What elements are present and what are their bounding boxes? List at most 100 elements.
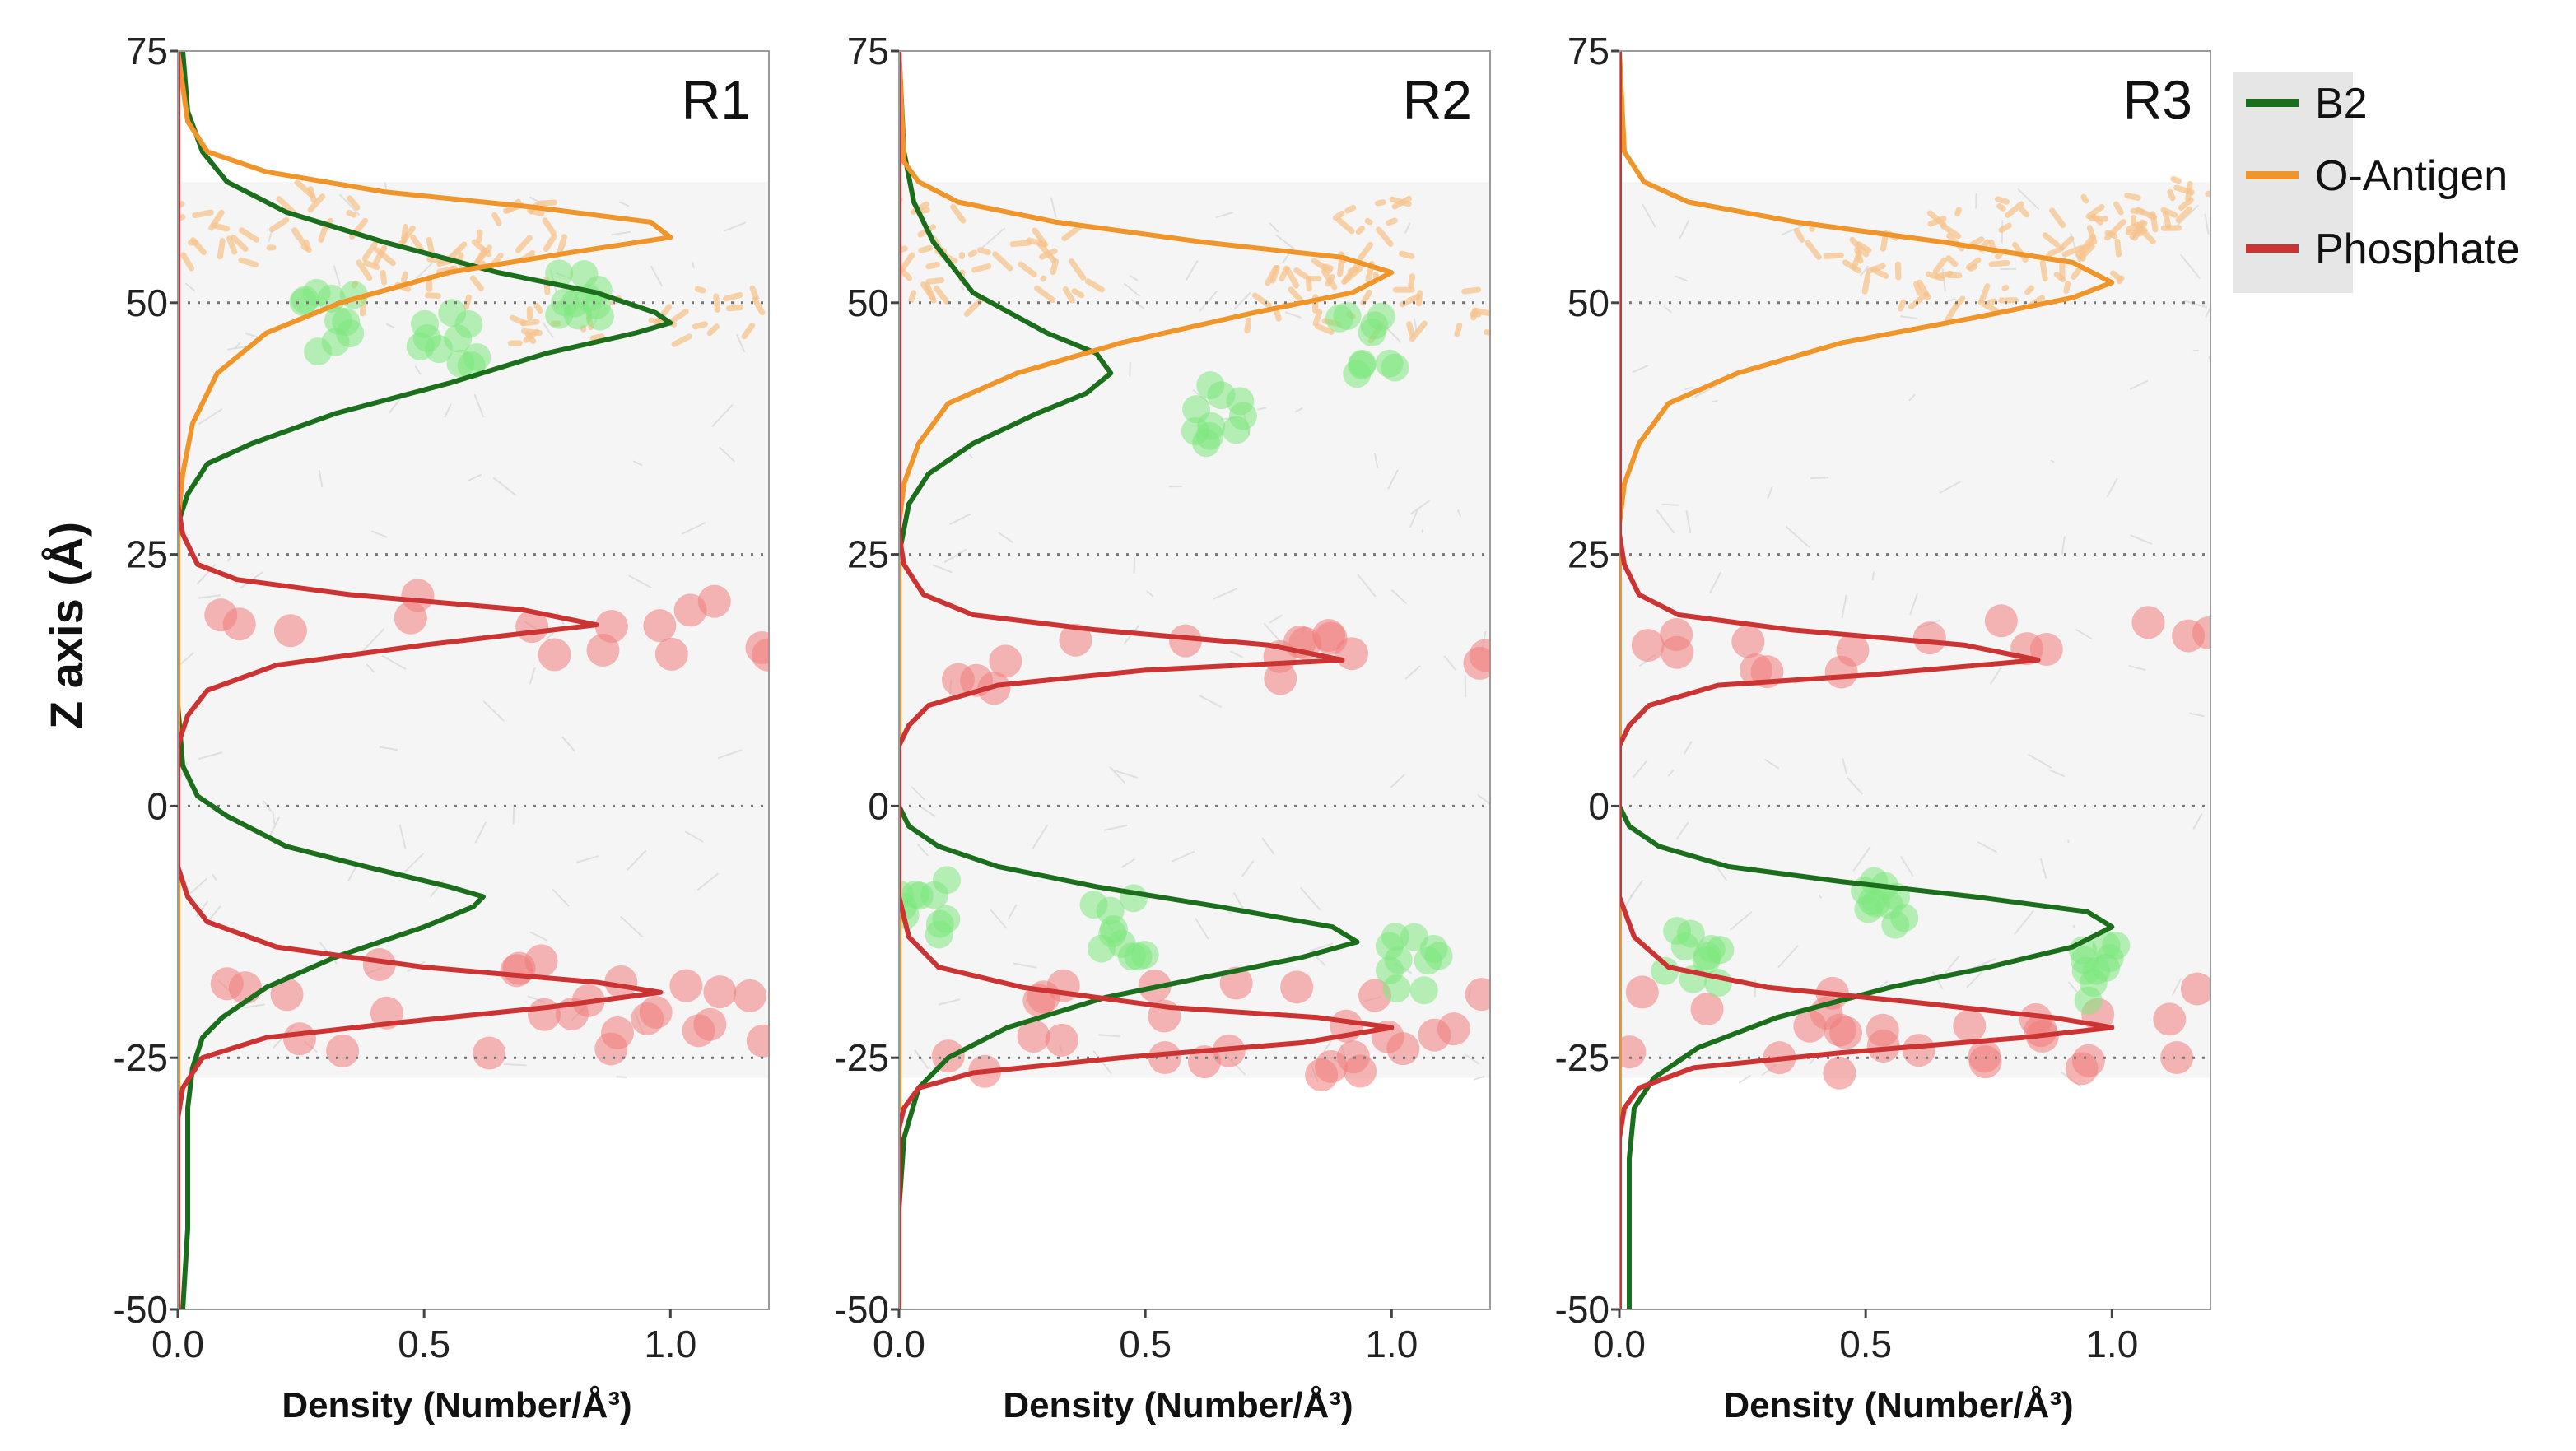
- lipid-strand: [1667, 769, 1675, 777]
- phosphate-bead: [1631, 629, 1665, 663]
- o-antigen-bead: [1364, 217, 1373, 226]
- o-antigen-bead: [694, 286, 706, 294]
- b2-bead: [1857, 886, 1886, 915]
- phosphate-bead: [1823, 1056, 1856, 1090]
- b2-bead: [1375, 956, 1404, 985]
- y-tick-label: -25: [1555, 1036, 1609, 1079]
- b2-bead: [1124, 942, 1153, 971]
- panel-r2: 75 50 25 0 -25 -500.0 0.5 1.0 Density (Number/Å³…: [835, 30, 1491, 1425]
- lipid-strand: [503, 1063, 527, 1067]
- o-antigen-bead: [2061, 244, 2085, 258]
- y-tick-label: 50: [126, 281, 168, 324]
- o-antigen-bead: [1998, 222, 2012, 234]
- o-antigen-bead: [542, 217, 557, 236]
- lipid-strand: [198, 751, 223, 760]
- x-tick-label: 0.0: [873, 1323, 925, 1365]
- o-antigen-bead: [515, 235, 533, 253]
- o-antigen-bead: [1273, 306, 1282, 322]
- lipid-strand: [552, 888, 571, 908]
- o-antigen-bead: [1849, 236, 1870, 258]
- lipid-strand: [2182, 300, 2207, 309]
- o-antigen-bead: [1945, 255, 1959, 267]
- b2-bead: [411, 309, 440, 338]
- phosphate-bead: [273, 614, 307, 648]
- lipid-strand: [444, 403, 452, 418]
- o-antigen-bead: [1322, 263, 1334, 272]
- lipid-strand: [184, 282, 195, 292]
- series-line-o-antigen: [899, 51, 1395, 1309]
- o-antigen-bead: [1940, 223, 1962, 240]
- panel-r1: 75 50 25 0 -25 -500.0 0.5 1.0 Density (Number/Å³…: [114, 30, 770, 1425]
- lipid-strand: [990, 909, 1008, 929]
- x-tick-label: 0.5: [398, 1323, 450, 1365]
- o-antigen-bead: [963, 295, 985, 318]
- lipid-strand: [1464, 1053, 1480, 1065]
- o-antigen-bead: [217, 238, 226, 260]
- o-antigen-bead: [1314, 323, 1335, 335]
- o-antigen-bead: [1265, 264, 1279, 286]
- phosphate-bead: [222, 607, 256, 641]
- b2-bead: [321, 328, 350, 356]
- lipid-strand: [333, 265, 342, 287]
- lipid-strand: [226, 555, 232, 562]
- lipid-strand: [1195, 918, 1209, 940]
- phosphate-bead: [693, 1007, 727, 1041]
- o-antigen-bead: [1805, 240, 1822, 260]
- o-antigen-bead: [436, 265, 459, 275]
- lipid-strand: [1299, 886, 1321, 911]
- x-tick-label: 0.5: [1119, 1323, 1172, 1365]
- phosphate-bead: [1661, 635, 1694, 669]
- lipid-strand: [1232, 892, 1246, 911]
- lipid-strand: [385, 323, 395, 329]
- lipid-strand: [1683, 740, 1693, 755]
- series-line-b2: [178, 51, 673, 1309]
- phosphate-bead: [594, 1032, 628, 1066]
- panel-label: R2: [1403, 69, 1472, 130]
- lipid-strand: [272, 810, 276, 825]
- lipid-strand: [943, 548, 967, 564]
- y-tick-label: 0: [868, 784, 889, 827]
- lipid-strand: [1275, 234, 1296, 250]
- o-antigen-bead: [1484, 329, 1490, 337]
- o-antigen-bead: [2001, 284, 2010, 291]
- lipid-strand: [561, 736, 576, 752]
- o-antigen-bead: [1062, 286, 1075, 304]
- lipid-strand: [2189, 712, 2205, 718]
- o-antigen-bead: [192, 209, 214, 219]
- o-antigen-bead: [2046, 245, 2065, 258]
- x-tick-label: 0.0: [151, 1323, 204, 1365]
- lipid-strand: [2130, 534, 2153, 545]
- phosphate-bead: [1059, 623, 1092, 657]
- o-antigen-bead: [899, 252, 915, 273]
- o-antigen-bead: [426, 256, 445, 264]
- y-tick-label: -50: [1555, 1288, 1609, 1331]
- phosphate-bead: [1344, 1054, 1377, 1088]
- phosphate-bead: [989, 644, 1022, 678]
- y-tick-label: 0: [147, 784, 168, 827]
- y-tick-label: -25: [835, 1036, 889, 1079]
- o-antigen-bead: [976, 247, 991, 256]
- o-antigen-bead: [2113, 201, 2124, 216]
- o-antigen-bead: [1357, 241, 1373, 262]
- lipid-strand: [338, 193, 361, 216]
- o-antigen-bead: [1244, 317, 1252, 334]
- b2-bead: [1228, 402, 1257, 430]
- lipid-strand: [361, 628, 385, 653]
- lipid-strand: [414, 365, 422, 375]
- b2-bead: [1693, 942, 1721, 970]
- lipid-strand: [620, 915, 644, 938]
- o-antigen-bead: [2090, 213, 2103, 226]
- o-antigen-bead: [2042, 232, 2061, 248]
- o-antigen-bead: [2178, 197, 2194, 211]
- b2-bead: [1182, 395, 1211, 424]
- o-antigen-bead: [1344, 204, 1357, 214]
- o-antigen-bead: [1908, 291, 1929, 310]
- lipid-strand: [1945, 955, 1960, 974]
- o-antigen-bead: [1932, 257, 1947, 275]
- lipid-strand: [1777, 945, 1799, 969]
- lipid-strand: [1198, 694, 1222, 708]
- lipid-strand: [2048, 769, 2065, 778]
- o-antigen-bead: [300, 244, 310, 252]
- phosphate-bead: [1148, 1041, 1181, 1075]
